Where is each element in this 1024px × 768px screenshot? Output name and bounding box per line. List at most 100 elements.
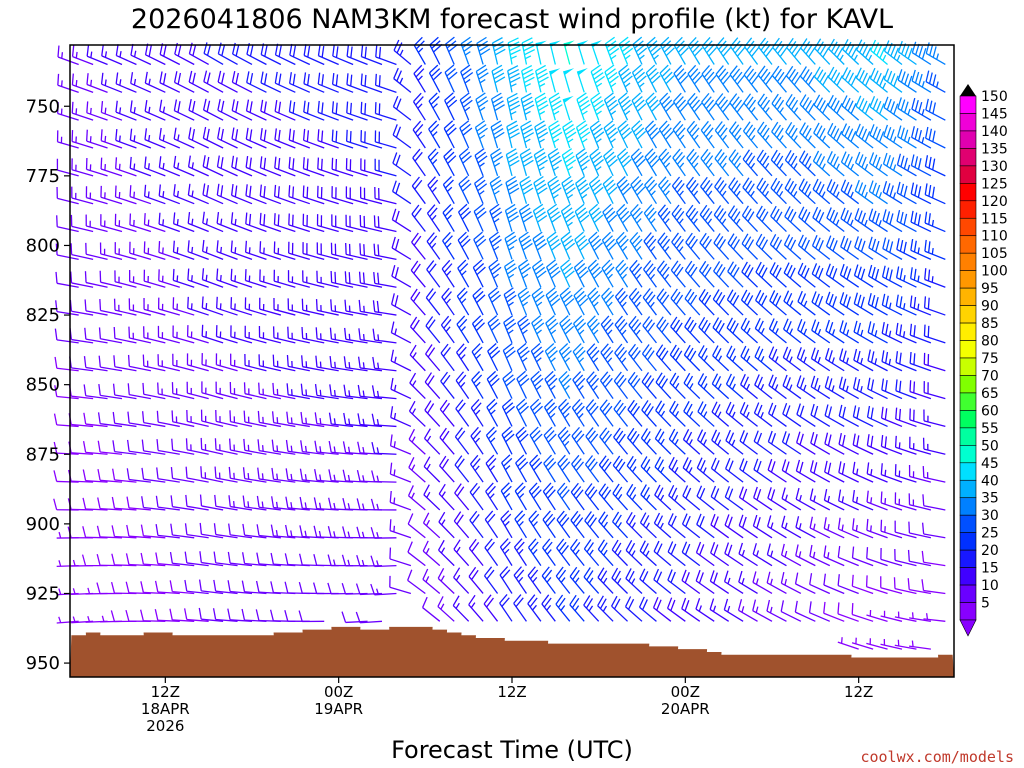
barb-full (493, 72, 505, 80)
wind-barb (409, 372, 426, 400)
barb-half (90, 51, 93, 58)
barb-half (664, 246, 670, 252)
barb-full (639, 568, 646, 580)
barb-full (812, 178, 819, 190)
wind-barb (71, 45, 94, 66)
barb-full (641, 344, 650, 355)
barb-full (728, 149, 737, 160)
barb-staff (186, 477, 209, 483)
barb-full (557, 454, 566, 465)
barb-half (746, 355, 751, 362)
wind-barb (766, 571, 787, 595)
barb-full (605, 294, 615, 304)
barb-full (270, 581, 274, 593)
barb-full (519, 461, 529, 471)
barb-half (646, 466, 651, 473)
barb-staff (469, 463, 484, 483)
barb-full (370, 555, 376, 567)
wind-barb (726, 317, 744, 344)
wind-barb (330, 299, 354, 316)
barb-staff (71, 452, 94, 455)
barb-staff (56, 310, 79, 316)
barb-full (815, 153, 823, 165)
barb-full (284, 553, 289, 565)
wind-barb (187, 183, 209, 205)
barb-full (743, 320, 750, 332)
barb-staff (681, 579, 701, 595)
barb-staff (715, 45, 730, 65)
barb-half (750, 162, 756, 169)
barb-full (485, 482, 494, 492)
barb-full (317, 72, 321, 85)
wind-barb (69, 328, 94, 344)
barb-half (61, 52, 64, 59)
barb-staff (392, 162, 412, 177)
barb-staff (411, 241, 426, 260)
wind-barb (811, 319, 831, 344)
barb-full (691, 99, 701, 109)
barb-full (618, 179, 628, 189)
barb-full (640, 484, 647, 495)
barb-full (636, 186, 646, 196)
wind-barb (753, 430, 773, 455)
barb-staff (172, 619, 195, 622)
wind-barb (519, 176, 534, 204)
barb-half (607, 301, 613, 307)
barb-staff (783, 300, 802, 316)
wind-barb (53, 470, 79, 483)
barb-full (736, 74, 745, 85)
wind-barb (666, 597, 686, 622)
barb-full (733, 211, 741, 222)
barb-full (289, 72, 292, 84)
barb-full (785, 405, 791, 417)
barb-full (671, 232, 679, 243)
wind-barb (631, 120, 647, 149)
barb-full (758, 292, 765, 304)
barb-full (559, 315, 569, 324)
barb-full (475, 92, 486, 100)
barb-staff (600, 352, 614, 372)
wind-barb (154, 609, 180, 622)
barb-half (693, 134, 699, 141)
wind-barb (616, 176, 632, 205)
barb-full (157, 382, 159, 394)
wind-barb (390, 293, 412, 316)
barb-full (602, 346, 612, 357)
barb-staff (754, 384, 773, 400)
wind-barb (286, 354, 310, 372)
barb-full (144, 71, 148, 84)
barb-full (447, 155, 457, 164)
wind-barb (589, 120, 605, 149)
barb-full (698, 288, 706, 300)
wind-barb (475, 64, 489, 93)
barb-full (768, 346, 775, 358)
barb-staff (643, 212, 657, 232)
barb-full (212, 608, 217, 620)
barb-full (656, 288, 665, 299)
barb-full (532, 318, 543, 328)
barb-full (662, 238, 671, 249)
barb-staff (393, 49, 412, 65)
barb-full (673, 36, 683, 46)
barb-full (573, 458, 582, 468)
barb-full (158, 156, 162, 168)
barb-full (775, 239, 783, 251)
barb-full (329, 327, 333, 340)
barb-staff (628, 352, 643, 372)
barb-full (259, 241, 262, 253)
barb-full (327, 526, 332, 538)
wind-barb (258, 354, 282, 372)
wind-barb (97, 497, 123, 511)
wind-barb (314, 383, 339, 400)
barb-full (472, 486, 481, 496)
barb-full (458, 148, 469, 157)
barb-full (172, 212, 176, 224)
wind-barb (258, 326, 282, 344)
barb-full (813, 405, 819, 418)
wind-barb (459, 92, 473, 121)
barb-full (569, 566, 578, 577)
wind-barb (574, 231, 590, 260)
wind-barb (330, 242, 354, 261)
wind-barb (274, 71, 296, 93)
barb-full (127, 383, 130, 395)
